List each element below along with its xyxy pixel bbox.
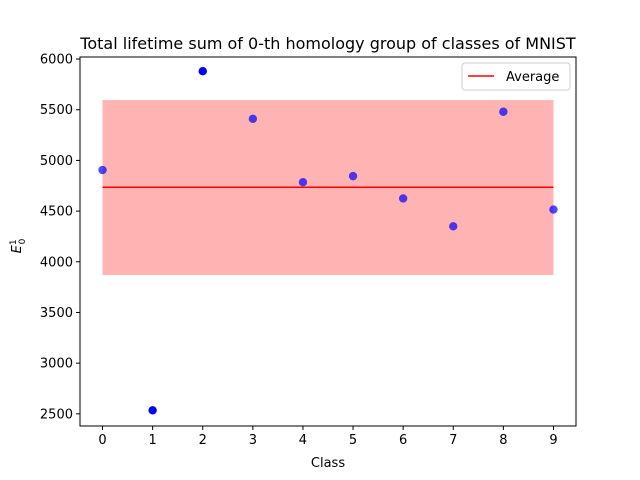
x-tick-label: 8 [499, 433, 507, 448]
data-point-class-6 [398, 194, 408, 203]
x-tick-label: 4 [299, 433, 307, 448]
x-tick-label: 5 [349, 433, 357, 448]
x-axis-label: Class [311, 456, 345, 471]
data-point-class-4 [298, 177, 308, 187]
x-tick-label: 7 [449, 433, 457, 448]
data-point-class-1 [148, 406, 157, 415]
data-point-class-0 [98, 165, 107, 175]
y-tick-label: 3500 [40, 306, 73, 321]
y-tick-label: 5500 [40, 103, 73, 118]
y-tick-label: 6000 [40, 53, 73, 68]
y-tick-label: 2500 [40, 407, 73, 422]
y-axis-label-main: E [10, 244, 25, 253]
y-tick-label: 5000 [40, 154, 73, 169]
x-tick-label: 6 [399, 433, 407, 448]
data-point-class-3 [248, 114, 258, 124]
y-tick-label: 3000 [40, 357, 73, 372]
x-tick-label: 1 [149, 433, 157, 448]
data-point-class-2 [198, 66, 207, 76]
y-tick-label: 4000 [40, 255, 73, 270]
x-tick-label: 0 [98, 433, 106, 448]
legend-label-average: Average [506, 70, 559, 85]
y-axis-label-sup: 1 [9, 239, 19, 245]
data-point-class-7 [449, 222, 458, 231]
y-axis-label: E10 [9, 238, 28, 253]
data-point-class-8 [499, 107, 508, 116]
data-point-class-5 [348, 171, 358, 181]
x-tick-label: 2 [199, 433, 207, 448]
legend-box [461, 62, 571, 91]
y-tick-label: 4500 [40, 205, 73, 220]
y-axis-label-sub: 0 [18, 238, 28, 244]
plot-frame [79, 56, 577, 427]
data-point-class-9 [549, 205, 558, 214]
x-tick-label: 3 [249, 433, 257, 448]
x-tick-label: 9 [549, 433, 557, 448]
chart-title: Total lifetime sum of 0-th homology grou… [79, 34, 576, 53]
legend: Average [461, 62, 571, 91]
